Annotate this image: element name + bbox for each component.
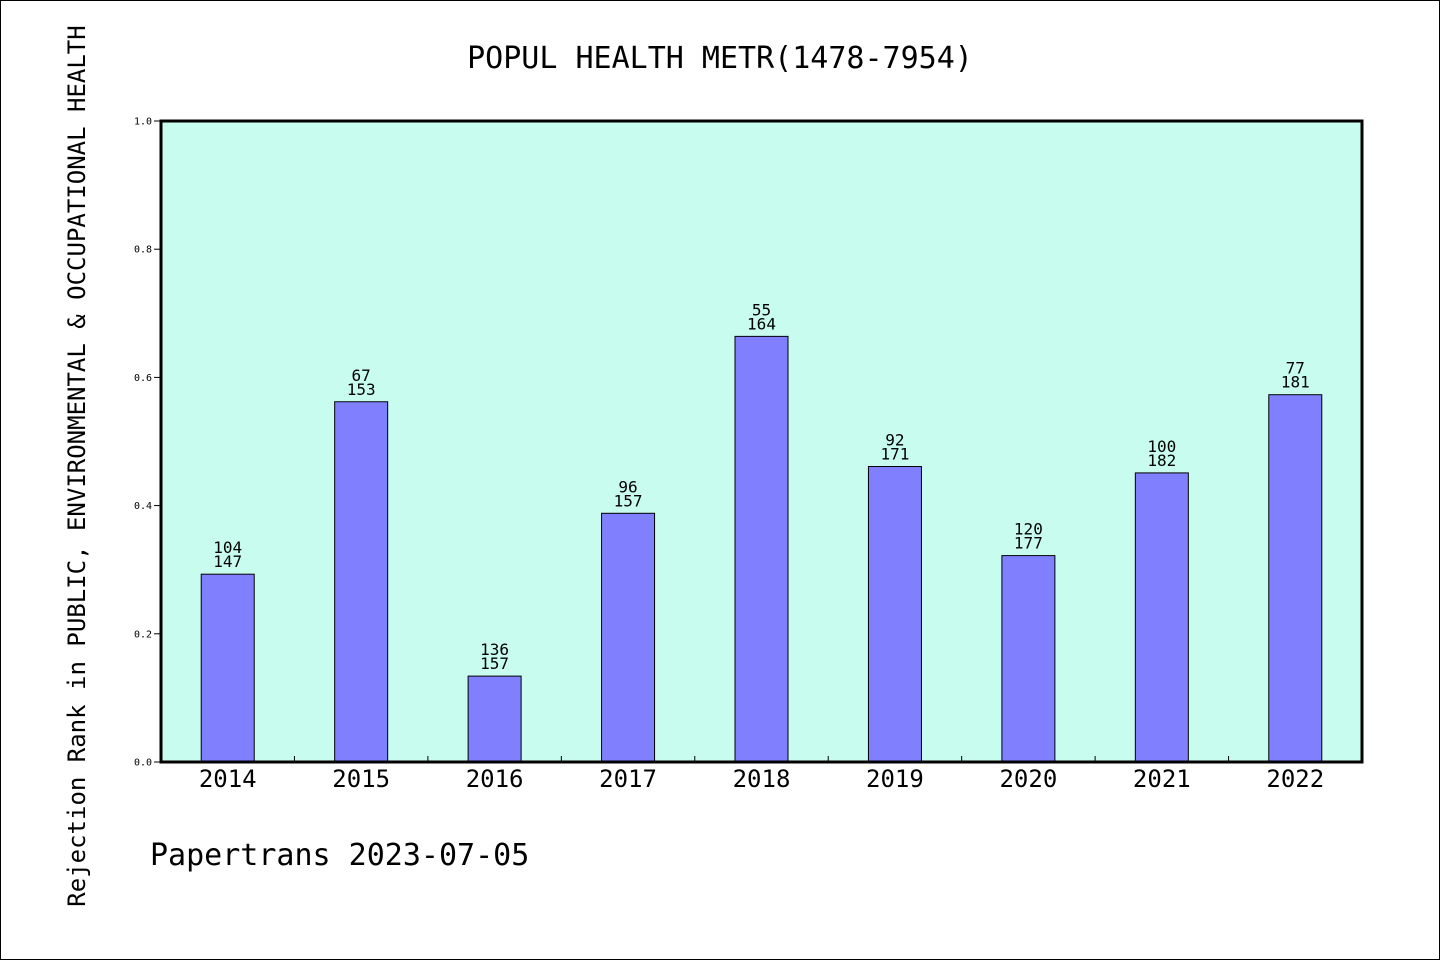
x-tick-label: 2021 bbox=[1133, 765, 1191, 793]
plot-border bbox=[159, 119, 1364, 764]
bar-label-bottom: 182 bbox=[1147, 451, 1176, 470]
y-tick-label: 1.0 bbox=[134, 117, 152, 128]
bar-label-bottom: 177 bbox=[1014, 534, 1043, 553]
x-tick-label: 2019 bbox=[866, 765, 924, 793]
bar-label-bottom: 147 bbox=[213, 552, 242, 571]
x-tick-label: 2015 bbox=[332, 765, 390, 793]
bar-label-bottom: 157 bbox=[480, 654, 509, 673]
x-tick-label: 2014 bbox=[199, 765, 257, 793]
bar-label-top: 77 bbox=[1286, 359, 1305, 378]
bar-label-top: 92 bbox=[885, 430, 904, 449]
bar-label-top: 96 bbox=[618, 477, 637, 496]
bar bbox=[1268, 394, 1323, 763]
bar-label-bottom: 181 bbox=[1281, 373, 1310, 392]
bar-label-bottom: 171 bbox=[880, 444, 909, 463]
bar-label-bottom: 164 bbox=[747, 314, 776, 333]
bar-label-top: 136 bbox=[480, 640, 509, 659]
y-tick-label: 0.6 bbox=[134, 373, 152, 384]
bar-label-top: 55 bbox=[752, 300, 771, 319]
y-tick-label: 0.8 bbox=[134, 245, 152, 256]
y-tick-label: 0.2 bbox=[134, 629, 152, 640]
x-tick-label: 2016 bbox=[466, 765, 524, 793]
x-tick-label: 2018 bbox=[733, 765, 791, 793]
footer-text: Papertrans 2023-07-05 bbox=[150, 838, 529, 873]
x-axis: 2014 2015 2016 2017 2018 2019 2020 2021 2022 bbox=[199, 756, 1324, 793]
bar bbox=[734, 335, 789, 763]
chart-title: POPUL HEALTH METR(1478-7954) bbox=[467, 41, 973, 76]
y-axis-label: Rejection Rank in PUBLIC, ENVIRONMENTAL … bbox=[63, 25, 91, 906]
y-tick-label: 0.0 bbox=[134, 758, 152, 769]
bar-label-top: 100 bbox=[1147, 437, 1176, 456]
y-axis: 0.0 0.2 0.4 0.6 0.8 1.0 bbox=[134, 117, 161, 769]
y-tick-label: 0.4 bbox=[134, 501, 152, 512]
bar-label-bottom: 153 bbox=[347, 380, 376, 399]
bar-label-top: 67 bbox=[352, 366, 371, 385]
bar-label-bottom: 157 bbox=[614, 491, 643, 510]
bar bbox=[200, 573, 255, 763]
bar bbox=[1001, 555, 1056, 763]
bar bbox=[1134, 472, 1189, 763]
x-tick-label: 2017 bbox=[599, 765, 657, 793]
bar-label-top: 120 bbox=[1014, 520, 1043, 539]
x-tick-label: 2020 bbox=[999, 765, 1057, 793]
bar bbox=[334, 401, 389, 763]
bar-label-top: 104 bbox=[213, 538, 242, 557]
bar bbox=[467, 675, 522, 763]
bar bbox=[601, 512, 656, 763]
x-tick-label: 2022 bbox=[1266, 765, 1324, 793]
bar bbox=[867, 465, 922, 763]
